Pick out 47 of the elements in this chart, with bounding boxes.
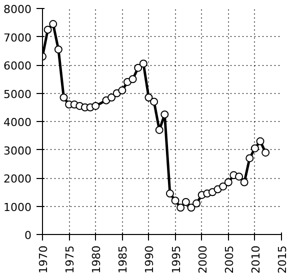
y-tick-label: 2000 — [4, 172, 32, 186]
y-tick-label: 5000 — [4, 88, 32, 101]
x-tick-label: 1990 — [143, 245, 156, 274]
point — [256, 137, 264, 146]
point — [192, 199, 201, 208]
point — [246, 154, 254, 162]
point — [49, 20, 58, 28]
x-tick-label: 2015 — [276, 245, 289, 274]
y-tick-label: 3000 — [4, 144, 32, 158]
point — [176, 204, 185, 212]
point — [92, 102, 100, 110]
point — [224, 178, 232, 186]
point — [262, 148, 270, 157]
y-tick-label: 1000 — [4, 200, 32, 214]
y-tick-label: 4000 — [4, 116, 32, 129]
y-tick-label: 0 — [24, 229, 32, 242]
point — [250, 144, 259, 152]
point — [128, 75, 137, 84]
x-tick-label: 2010 — [249, 245, 262, 274]
point — [182, 198, 190, 206]
point — [160, 110, 169, 118]
x-tick-label: 2005 — [222, 245, 236, 274]
x-tick-label: 1970 — [37, 245, 50, 274]
y-tick-label: 8000 — [4, 3, 32, 16]
point — [155, 126, 164, 134]
point — [44, 26, 52, 34]
point — [150, 98, 158, 106]
point — [108, 93, 116, 102]
point — [166, 190, 174, 198]
x-tick-label: 1985 — [116, 245, 130, 274]
point — [171, 196, 180, 205]
y-tick-label: 7000 — [4, 31, 32, 44]
x-tick-label: 1975 — [64, 245, 77, 274]
point — [219, 182, 228, 190]
y-tick-label: 6000 — [4, 60, 32, 72]
point — [139, 60, 148, 68]
point — [144, 93, 153, 102]
point — [134, 64, 142, 72]
point — [118, 86, 126, 94]
point — [240, 178, 248, 186]
x-tick-label: 1980 — [90, 245, 104, 274]
x-tick-label: 2000 — [196, 245, 210, 274]
point — [54, 45, 62, 54]
point — [60, 93, 68, 102]
point — [187, 204, 196, 212]
point — [235, 172, 244, 181]
x-tick-label: 1995 — [170, 245, 183, 274]
